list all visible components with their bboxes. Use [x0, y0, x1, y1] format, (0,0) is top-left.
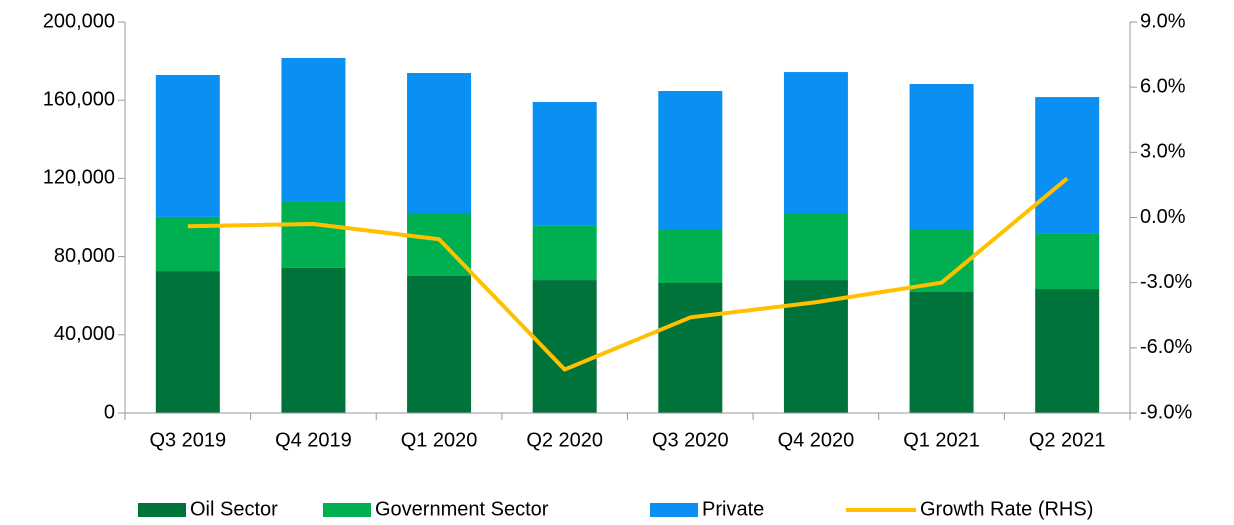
x-tick-label: Q2 2021: [1029, 429, 1106, 451]
bar-segment: [1035, 97, 1100, 234]
bar-segment: [658, 282, 723, 413]
bar-segment: [155, 74, 220, 217]
y-tick-label: 0: [104, 401, 115, 423]
bar-segment: [1035, 233, 1100, 290]
x-tick-label: Q4 2019: [275, 429, 352, 451]
bar-segment: [532, 101, 597, 226]
bar-segment: [783, 213, 848, 281]
y2-tick-label: 3.0%: [1140, 141, 1186, 163]
x-tick-label: Q1 2020: [401, 429, 478, 451]
y-tick-label: 120,000: [43, 167, 115, 189]
legend-label: Government Sector: [375, 498, 549, 520]
x-tick-label: Q1 2021: [903, 429, 980, 451]
y2-tick-label: 9.0%: [1140, 10, 1186, 32]
bar-segment: [658, 229, 723, 283]
x-tick-label: Q4 2020: [778, 429, 855, 451]
y2-tick-label: 6.0%: [1140, 75, 1186, 97]
bar-segment: [909, 83, 974, 231]
bar-segment: [155, 271, 220, 413]
bar-segment: [281, 57, 346, 202]
bar-segment: [532, 225, 597, 281]
y-tick-label: 160,000: [43, 88, 115, 110]
legend-swatch: [323, 503, 371, 517]
y2-tick-label: -3.0%: [1140, 271, 1192, 293]
y2-tick-label: 0.0%: [1140, 206, 1186, 228]
bar-segment: [783, 72, 848, 214]
y-tick-label: 40,000: [54, 323, 115, 345]
bar-segment: [1035, 289, 1100, 413]
y2-tick-label: -9.0%: [1140, 401, 1192, 423]
legend-swatch: [650, 503, 698, 517]
bar-segment: [658, 91, 723, 230]
legend-label: Growth Rate (RHS): [920, 498, 1093, 520]
y-tick-label: 80,000: [54, 245, 115, 267]
growth-line: [187, 176, 1069, 372]
legend-label: Oil Sector: [190, 498, 278, 520]
bar-segment: [281, 267, 346, 413]
y-tick-label: 200,000: [43, 10, 115, 32]
legend-label: Private: [702, 498, 764, 520]
legend-swatch: [138, 503, 186, 517]
bar-segment: [407, 275, 472, 413]
y2-tick-label: -6.0%: [1140, 336, 1192, 358]
x-tick-label: Q3 2020: [652, 429, 729, 451]
bar-segment: [281, 201, 346, 268]
bar-segment: [407, 213, 472, 276]
x-tick-label: Q2 2020: [526, 429, 603, 451]
bar-segment: [909, 291, 974, 413]
x-tick-label: Q3 2019: [149, 429, 226, 451]
bar-segment: [407, 73, 472, 214]
